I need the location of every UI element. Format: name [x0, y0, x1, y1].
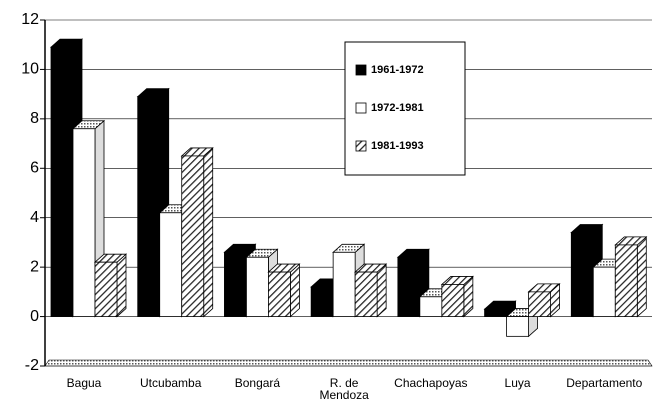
legend-swatch: [355, 140, 367, 152]
bar-front: [137, 96, 161, 317]
bar-front: [224, 251, 247, 317]
bar-front: [246, 256, 269, 317]
bar-side: [290, 263, 300, 318]
bar: [354, 263, 388, 318]
bar-front: [419, 296, 443, 317]
bar-front: [94, 261, 118, 317]
bar-front: [570, 232, 594, 317]
floor: [44, 359, 653, 367]
legend-label: 1961-1972: [371, 64, 424, 76]
bar-front: [268, 271, 291, 317]
x-tick-label: Utcubamba: [140, 376, 202, 390]
grid: -2 0 2 4 6 8 10 12: [21, 11, 653, 374]
bar-front: [441, 284, 465, 317]
bar: [614, 236, 648, 318]
x-tick-label: Departamento: [566, 376, 642, 390]
bar-front: [484, 308, 507, 317]
x-tick-label: Chachapoyas: [394, 376, 467, 390]
bar: [267, 263, 301, 318]
y-tick-label: -2: [25, 357, 39, 374]
legend-label: 1972-1981: [371, 102, 424, 114]
bar-side: [203, 147, 214, 318]
legend-swatch: [355, 102, 367, 114]
legend-label: 1981-1993: [371, 140, 424, 152]
bar-side: [116, 253, 127, 318]
y-tick-label: 2: [30, 258, 39, 275]
bar: [93, 253, 128, 318]
bar: [440, 275, 474, 318]
legend: 1961-1972 1972-1981 1981-1993: [344, 41, 466, 176]
bar-front: [354, 271, 378, 317]
bar-front: [159, 212, 183, 317]
x-tick-label: Bagua: [67, 376, 102, 390]
bar-front: [72, 128, 96, 317]
x-tick-label: Luya: [505, 376, 531, 390]
y-tick-label: 4: [30, 209, 39, 226]
y-tick-label: 6: [30, 160, 39, 177]
bar-side: [636, 236, 647, 318]
x-tick-label: Bongará: [235, 376, 281, 390]
bar-front: [528, 291, 551, 317]
x-tick-label: R. de Mendoza: [319, 376, 369, 402]
bar-front: [332, 251, 356, 317]
bar-side: [376, 263, 387, 318]
bar: [527, 282, 561, 318]
y-tick-label: 10: [21, 61, 39, 78]
bar: [180, 147, 214, 318]
y-tick-label: 12: [21, 11, 39, 28]
bar-front: [310, 286, 334, 317]
y-tick-label: 8: [30, 110, 39, 127]
bar-front: [592, 266, 616, 317]
bar-front: [181, 155, 205, 317]
bar-front: [614, 244, 638, 317]
bar-front: [50, 46, 74, 317]
bar-front: [506, 316, 529, 337]
bar-front: [397, 256, 421, 317]
legend-swatch: [355, 64, 367, 76]
bars: [49, 38, 648, 338]
y-tick-label: 0: [30, 308, 39, 325]
